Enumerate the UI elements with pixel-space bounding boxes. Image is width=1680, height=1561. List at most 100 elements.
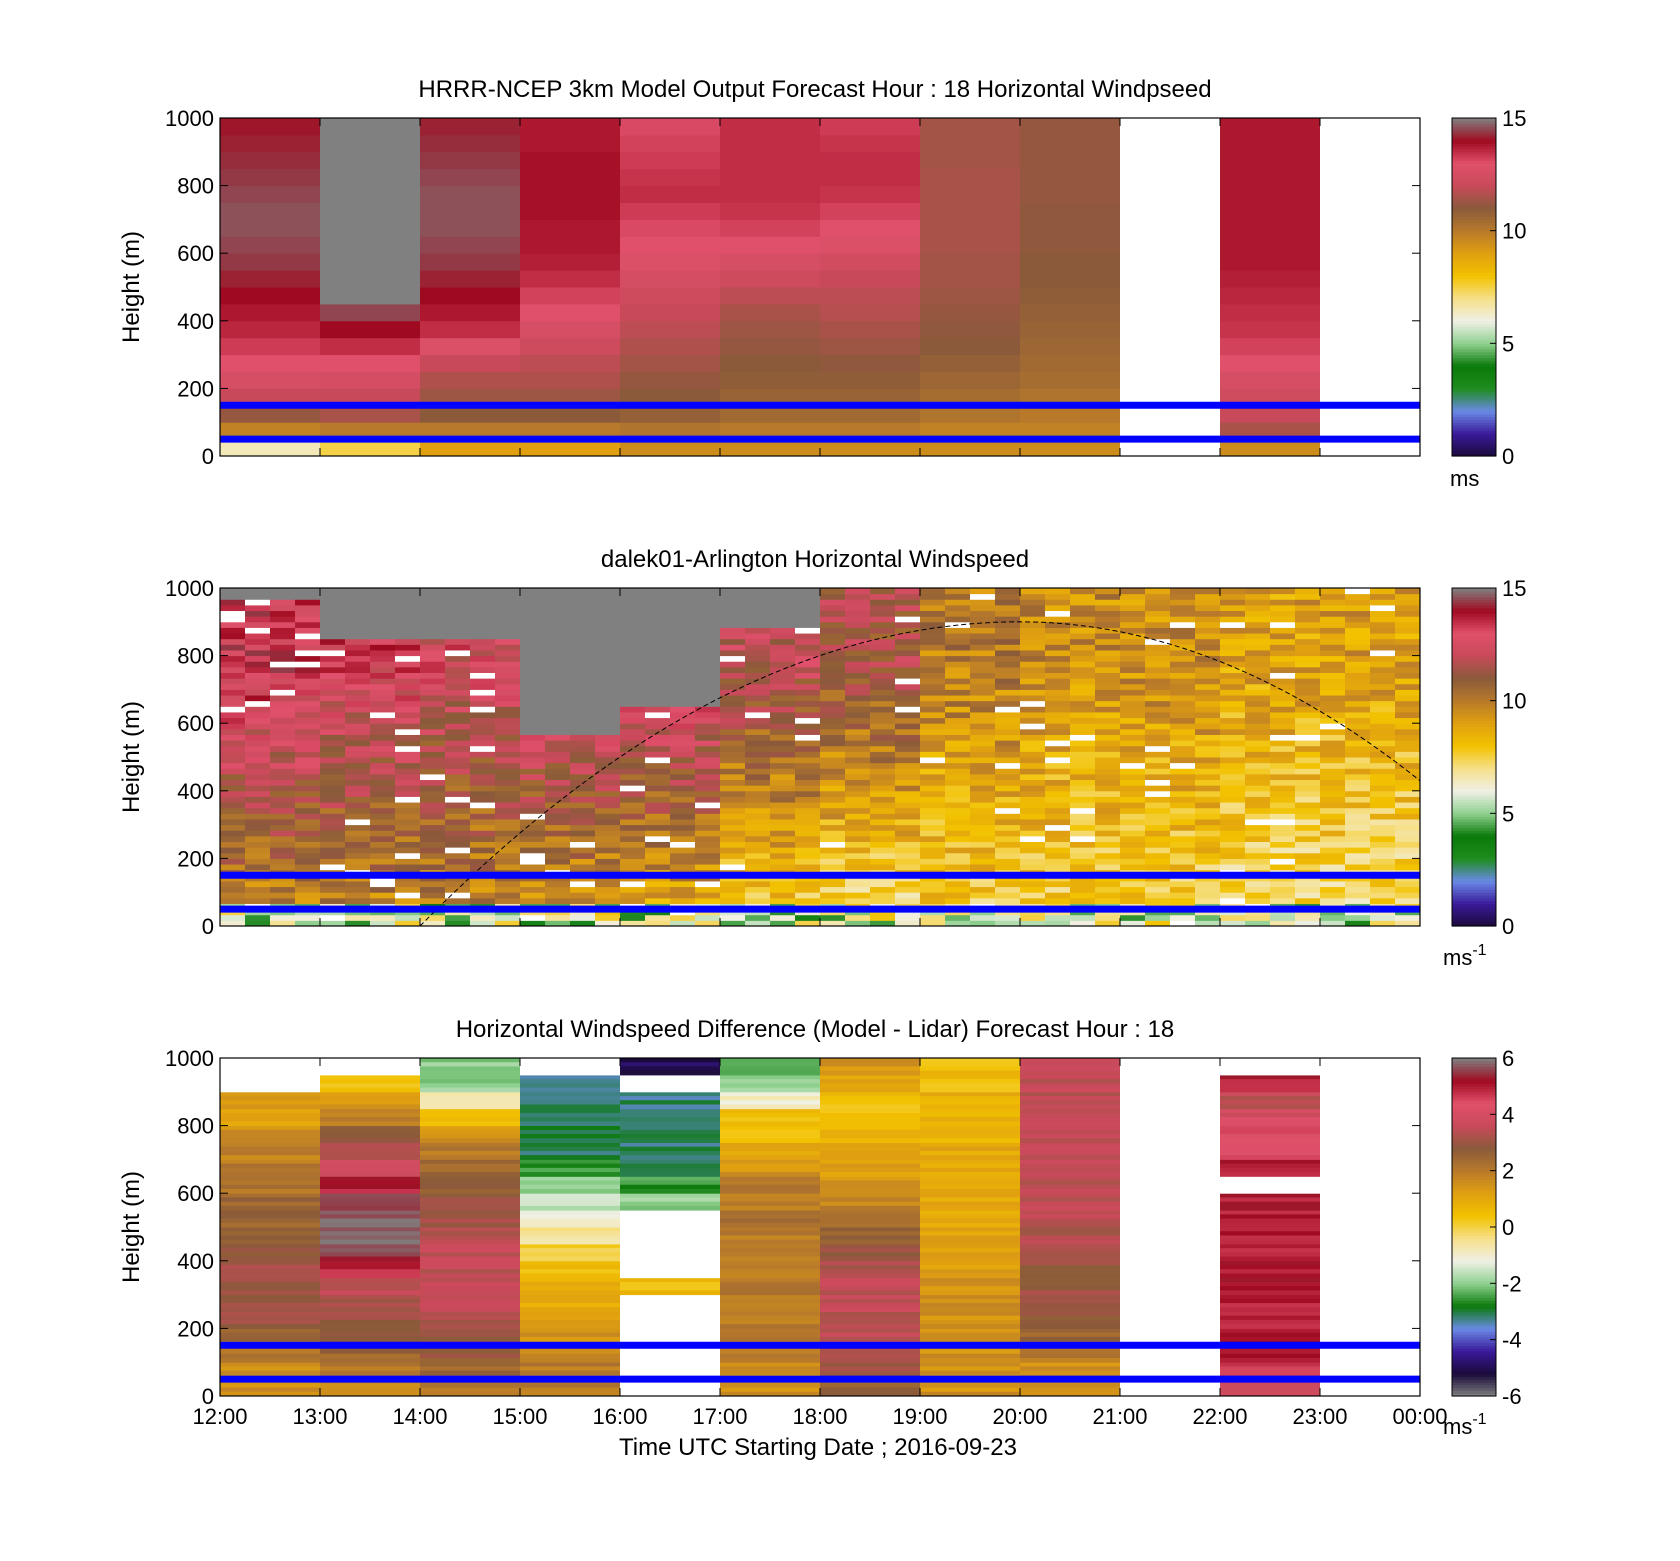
heatmap-cell: [845, 813, 871, 820]
heatmap-cell: [1020, 610, 1046, 617]
heatmap-cell: [695, 818, 721, 826]
heatmap-cell: [220, 1125, 321, 1131]
heatmap-cell: [1270, 740, 1296, 747]
y-tick-label: 1000: [165, 576, 214, 601]
heatmap-cell: [620, 858, 646, 865]
heatmap-cell: [220, 1239, 321, 1245]
heatmap-cell: [370, 706, 396, 713]
heatmap-cell: [820, 796, 846, 803]
heatmap-cell: [645, 593, 671, 600]
heatmap-cell: [220, 773, 246, 781]
heatmap-cell: [620, 864, 646, 871]
heatmap-cell: [320, 118, 421, 136]
heatmap-cell: [795, 700, 821, 707]
heatmap-cell: [770, 920, 796, 927]
colorbar-segment: [1452, 1105, 1496, 1110]
heatmap-cell: [1020, 1362, 1121, 1367]
heatmap-cell: [1245, 700, 1271, 707]
heatmap-cell: [1220, 627, 1246, 634]
heatmap-cell: [520, 1100, 621, 1105]
colorbar-segment: [1452, 385, 1496, 389]
heatmap-cell: [1370, 841, 1396, 848]
heatmap-cell: [445, 649, 471, 657]
heatmap-cell: [420, 1079, 521, 1084]
heatmap-cell: [220, 711, 246, 719]
colorbar-tick-label: -4: [1502, 1328, 1522, 1353]
heatmap-cell: [620, 638, 646, 645]
heatmap-cell: [1045, 678, 1071, 685]
heatmap-cell: [620, 616, 646, 623]
heatmap-cell: [1095, 638, 1121, 645]
heatmap-cell: [495, 695, 521, 702]
heatmap-cell: [1295, 627, 1321, 634]
heatmap-cell: [1120, 604, 1146, 612]
heatmap-cell: [395, 655, 421, 662]
heatmap-cell: [570, 610, 596, 617]
heatmap-cell: [920, 604, 946, 612]
heatmap-cell: [920, 168, 1021, 187]
heatmap-cell: [920, 740, 946, 747]
heatmap-cell: [220, 219, 321, 237]
colorbar-segment: [1452, 329, 1496, 333]
heatmap-cell: [620, 1391, 721, 1397]
heatmap-cell: [1370, 779, 1396, 786]
heatmap-cell: [720, 1315, 821, 1321]
heatmap-cell: [1220, 1366, 1321, 1372]
x-tick-label: 17:00: [692, 1404, 747, 1429]
heatmap-cell: [370, 779, 396, 786]
heatmap-cell: [1020, 1252, 1121, 1258]
heatmap-cell: [470, 757, 496, 764]
heatmap-cell: [920, 1066, 1021, 1072]
heatmap-cell: [1020, 695, 1046, 702]
heatmap-cell: [245, 858, 271, 865]
heatmap-cell: [1245, 621, 1271, 628]
heatmap-cell: [795, 723, 821, 730]
heatmap-cell: [420, 1180, 521, 1186]
heatmap-cell: [1020, 813, 1046, 820]
heatmap-cell: [395, 841, 421, 848]
colorbar-segment: [1452, 858, 1496, 862]
heatmap-cell: [1070, 852, 1096, 859]
heatmap-cell: [945, 768, 971, 775]
heatmap-cell: [1220, 824, 1246, 831]
heatmap-cell: [1270, 700, 1296, 707]
heatmap-cell: [720, 1286, 821, 1291]
heatmap-cell: [1270, 683, 1296, 690]
heatmap-cell: [420, 1353, 521, 1359]
heatmap-cell: [920, 371, 1021, 389]
heatmap-cell: [1270, 672, 1296, 679]
heatmap-cell: [420, 1260, 521, 1266]
heatmap-cell: [1220, 1349, 1321, 1355]
heatmap-cell: [820, 1252, 921, 1258]
heatmap-cell: [570, 830, 596, 837]
heatmap-cell: [1120, 728, 1146, 735]
colorbar-segment: [1452, 371, 1496, 375]
heatmap-cell: [620, 745, 646, 752]
heatmap-cell: [795, 740, 821, 747]
heatmap-cell: [820, 303, 921, 322]
heatmap-cell: [770, 728, 796, 735]
heatmap-cell: [1070, 695, 1096, 702]
heatmap-cell: [595, 841, 621, 848]
heatmap-cell: [370, 610, 396, 617]
heatmap-cell: [670, 790, 696, 797]
heatmap-cell: [320, 1332, 421, 1338]
colorbar-segment: [1452, 1148, 1496, 1152]
heatmap-cell: [295, 627, 321, 634]
heatmap-cell: [820, 717, 846, 724]
heatmap-cell: [1220, 666, 1246, 673]
heatmap-cell: [1045, 616, 1071, 623]
colorbar-segment: [1452, 1300, 1496, 1304]
heatmap-cell: [1370, 695, 1396, 702]
heatmap-cell: [220, 762, 246, 769]
heatmap-cell: [470, 847, 496, 854]
heatmap-cell: [1320, 354, 1421, 372]
heatmap-cell: [1020, 185, 1121, 203]
heatmap-cell: [645, 723, 671, 730]
heatmap-cell: [970, 864, 996, 871]
heatmap-cell: [320, 779, 346, 786]
heatmap-cell: [345, 796, 371, 803]
heatmap-cell: [595, 824, 621, 831]
heatmap-cell: [620, 1256, 721, 1262]
heatmap-cell: [295, 914, 321, 921]
